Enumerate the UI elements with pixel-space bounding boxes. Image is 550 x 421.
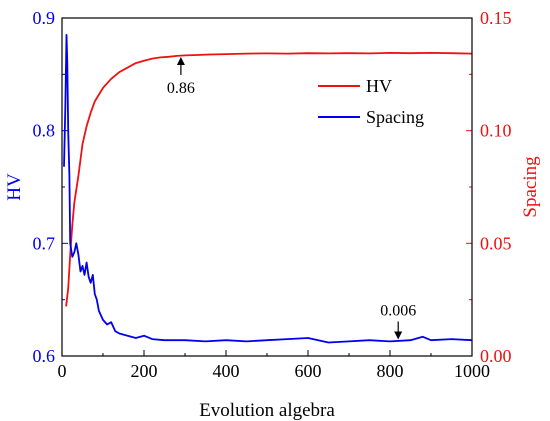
plot-frame <box>61 17 473 357</box>
series-line-spacing <box>63 34 473 344</box>
right-tick-label-0-00: 0.00 <box>480 346 512 366</box>
right-tick-label-0-15: 0.15 <box>480 8 512 28</box>
series-line-hv <box>65 52 473 307</box>
x-tick-label-0: 0 <box>58 361 67 381</box>
right-tick-label-0-05: 0.05 <box>480 233 512 253</box>
left-tick-label-0-7: 0.7 <box>33 233 56 253</box>
x-axis-title: Evolution algebra <box>199 400 335 421</box>
annotation-0-86: 0.86 <box>167 56 195 97</box>
left-tick-label-0-8: 0.8 <box>33 121 56 141</box>
x-tick-label-200: 200 <box>131 361 158 381</box>
x-tick-label-600: 600 <box>295 361 322 381</box>
series-layer <box>63 34 473 344</box>
annotation-arrow-head <box>176 56 185 65</box>
legend-label-spacing: Spacing <box>366 107 424 127</box>
annotation-arrow-head <box>394 331 403 340</box>
left-tick-label-0-9: 0.9 <box>33 8 56 28</box>
left-tick-label-0-6: 0.6 <box>33 346 56 366</box>
x-tick-label-1000: 1000 <box>454 361 490 381</box>
annotation-label: 0.006 <box>380 302 416 319</box>
legend: HV Spacing <box>318 76 424 127</box>
annotations-layer: 0.86 0.006 <box>167 56 416 340</box>
x-tick-label-800: 800 <box>377 361 404 381</box>
right-tick-label-0-10: 0.10 <box>480 121 512 141</box>
left-axis-title: HV <box>4 173 25 201</box>
x-tick-label-400: 400 <box>213 361 240 381</box>
annotation-label: 0.86 <box>167 80 195 97</box>
ticks-layer: 0 200 400 600 800 1000 0.6 0.7 0.8 0.9 0.00 0.05 0.1… <box>33 8 512 381</box>
annotation-0-006: 0.006 <box>380 302 416 340</box>
legend-label-hv: HV <box>366 76 392 96</box>
right-axis-title: Spacing <box>520 156 541 218</box>
